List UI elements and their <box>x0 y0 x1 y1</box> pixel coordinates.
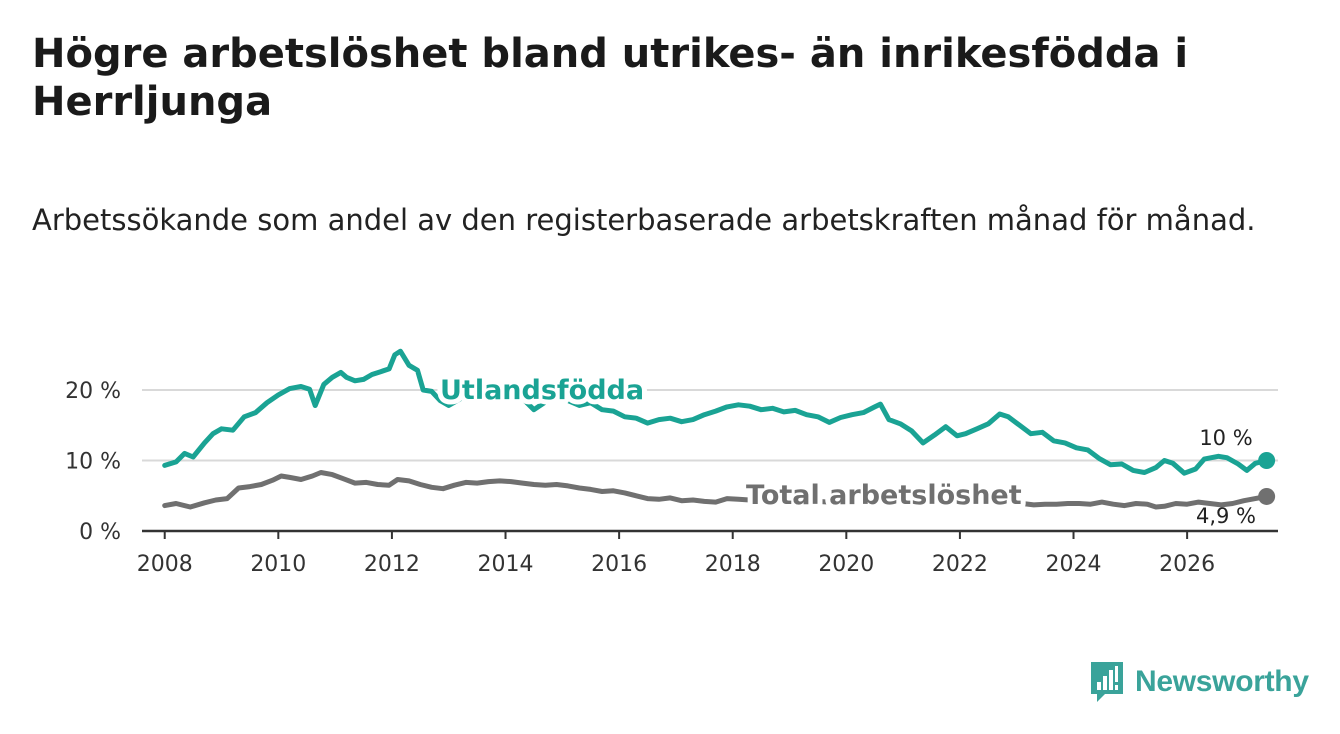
y-axis: 0 % 10 % 20 % <box>65 379 121 545</box>
y-tick-label: 20 % <box>65 379 121 404</box>
end-value-label-utlandsfodda: 10 % <box>1199 426 1252 450</box>
grid-lines <box>142 389 1278 462</box>
end-marker-total <box>1258 487 1276 505</box>
x-tick-label: 2012 <box>364 552 420 577</box>
brand-name: Newsworthy <box>1135 665 1309 698</box>
chart-subtitle: Arbetssökande som andel av den registerb… <box>32 203 1256 237</box>
x-tick-label: 2016 <box>591 552 647 577</box>
end-value-label-total: 4,9 % <box>1196 504 1256 528</box>
newsworthy-logo-icon <box>1091 662 1123 702</box>
newsworthy-logo: Newsworthy <box>1089 660 1309 704</box>
x-tick-label: 2018 <box>705 552 761 577</box>
series-label-utlandsfodda: Utlandsfödda <box>440 375 644 406</box>
y-tick-label: 10 % <box>65 450 121 475</box>
series-line-utlandsfodda <box>162 348 1270 476</box>
x-tick-label: 2026 <box>1159 552 1215 577</box>
series-label-total: Total arbetslöshet <box>746 480 1022 511</box>
x-axis: 2008 2010 2012 2014 2016 2018 2020 2022 2024 2026 <box>137 529 1278 577</box>
y-tick-label: 0 % <box>79 520 121 545</box>
x-tick-label: 2014 <box>478 552 534 577</box>
x-tick-label: 2024 <box>1046 552 1102 577</box>
end-marker-utlandsfodda <box>1258 452 1276 469</box>
x-tick-label: 2008 <box>137 552 193 577</box>
series-lines <box>162 348 1276 510</box>
x-tick-label: 2022 <box>932 552 988 577</box>
series-line-total <box>162 470 1270 510</box>
x-tick-label: 2020 <box>818 552 874 577</box>
x-tick-label: 2010 <box>250 552 306 577</box>
chart-title: Högre arbetslöshet bland utrikes- än inr… <box>32 31 1189 125</box>
